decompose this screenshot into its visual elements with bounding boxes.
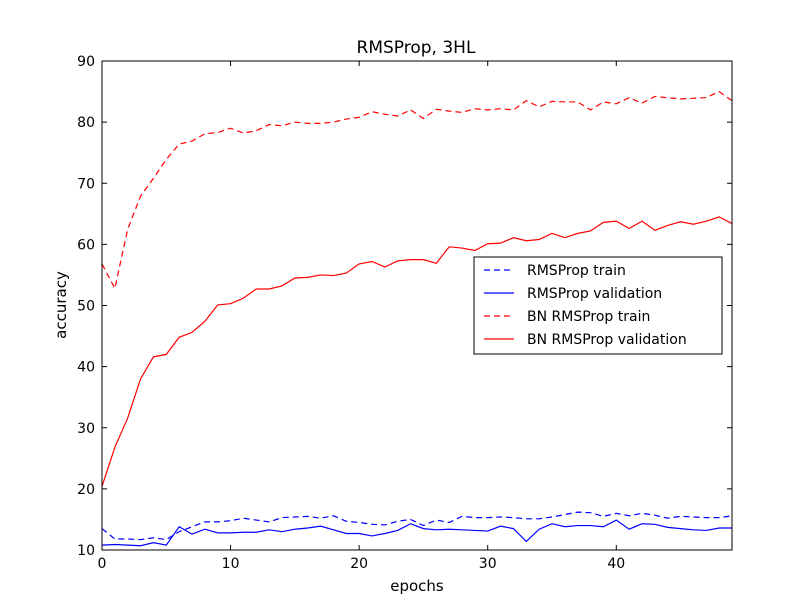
series-line-bn-rmsprop-validation — [102, 216, 732, 487]
y-tick-label: 50 — [77, 299, 95, 315]
x-tick-label: 10 — [222, 556, 240, 572]
x-tick-label: 30 — [479, 556, 497, 572]
legend: RMSProp train RMSProp validation BN RMSPro… — [473, 256, 723, 355]
series-line-rmsprop-validation — [102, 519, 732, 547]
legend-label: BN RMSProp validation — [527, 332, 687, 348]
legend-label: RMSProp validation — [527, 286, 662, 302]
y-tick-label: 70 — [77, 176, 95, 192]
y-tick-label: 90 — [77, 54, 95, 70]
series-line-rmsprop-train — [102, 511, 732, 541]
y-tick-label: 30 — [77, 421, 95, 437]
chart-title: RMSProp, 3HL — [357, 38, 476, 58]
x-tick-label: 0 — [98, 556, 107, 572]
y-tick-label: 80 — [77, 115, 95, 131]
legend-box — [473, 256, 723, 355]
y-axis-label: accuracy — [52, 271, 70, 339]
y-tick-label: 60 — [77, 237, 95, 253]
y-tick-label: 40 — [77, 360, 95, 376]
x-tick-label: 40 — [607, 556, 625, 572]
series-layer — [102, 90, 732, 547]
legend-label: RMSProp train — [527, 263, 626, 279]
series-line-bn-rmsprop-train — [102, 90, 732, 291]
y-tick-label: 20 — [77, 482, 95, 498]
x-tick-label: 20 — [350, 556, 368, 572]
legend-label: BN RMSProp train — [527, 309, 650, 325]
x-axis-label: epochs — [390, 577, 444, 595]
y-tick-label: 10 — [77, 543, 95, 559]
